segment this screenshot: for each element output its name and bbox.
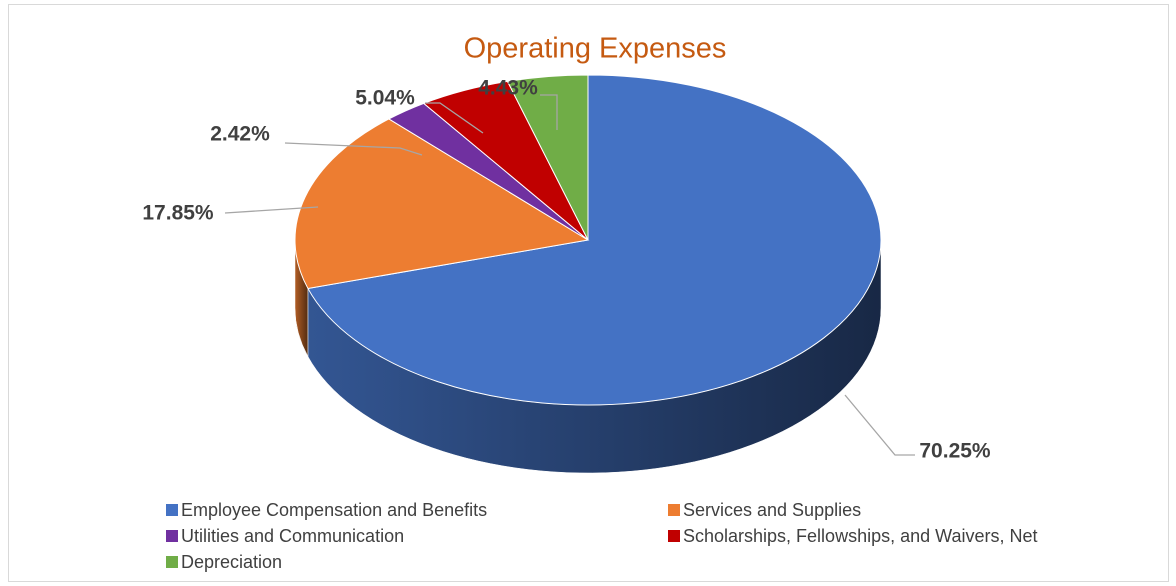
legend-swatch [166,530,178,542]
legend-swatch [166,556,178,568]
legend-swatch [166,504,178,516]
legend-swatch [668,530,680,542]
legend-label: Utilities and Communication [181,526,404,546]
data-label: 70.25% [919,440,991,463]
chart-title: Operating Expenses [464,33,727,65]
leader-line [844,394,915,456]
legend-label: Employee Compensation and Benefits [181,500,487,520]
data-label: 2.42% [210,123,270,146]
legend-label: Services and Supplies [683,500,861,520]
pie-slice-top [307,74,882,406]
leader-line [425,102,484,134]
data-label: 4.43% [478,77,538,100]
pie-slice [506,74,589,241]
leader-line [284,142,423,156]
data-label: 5.04% [355,87,415,110]
pie-slice-top [506,74,589,241]
data-label: 17.85% [142,202,214,225]
legend-label: Depreciation [181,552,282,572]
leader-line [224,206,319,214]
pie-slice-top [294,118,590,290]
legend-label: Scholarships, Fellowships, and Waivers, … [683,526,1037,546]
legend-swatch [668,504,680,516]
pie-slice [294,118,590,357]
leader-line [540,94,558,130]
